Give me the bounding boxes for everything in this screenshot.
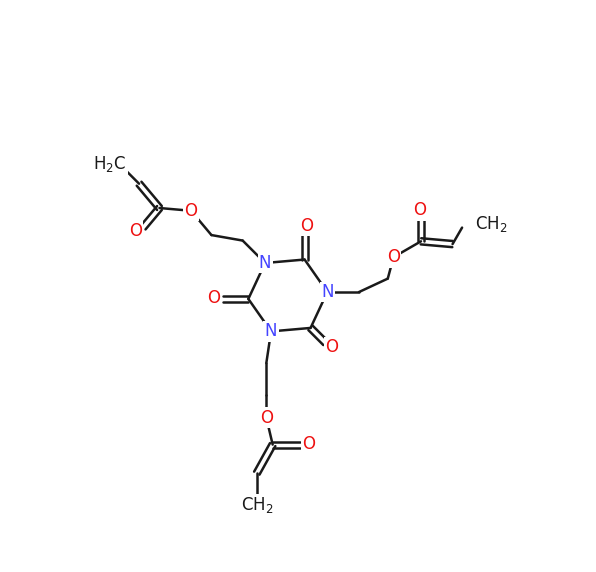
Text: O: O [129,222,142,240]
Text: N: N [259,254,271,272]
Text: O: O [387,248,400,266]
Text: CH$_2$: CH$_2$ [241,495,274,515]
Text: O: O [413,201,426,219]
Text: O: O [207,289,221,308]
Text: N: N [265,323,277,340]
Text: O: O [185,202,197,220]
Text: O: O [325,338,338,356]
Text: CH$_2$: CH$_2$ [475,214,508,234]
Text: O: O [300,217,313,235]
Text: N: N [321,283,334,301]
Text: H$_2$C: H$_2$C [94,153,127,173]
Text: O: O [260,408,273,427]
Text: O: O [302,435,315,452]
